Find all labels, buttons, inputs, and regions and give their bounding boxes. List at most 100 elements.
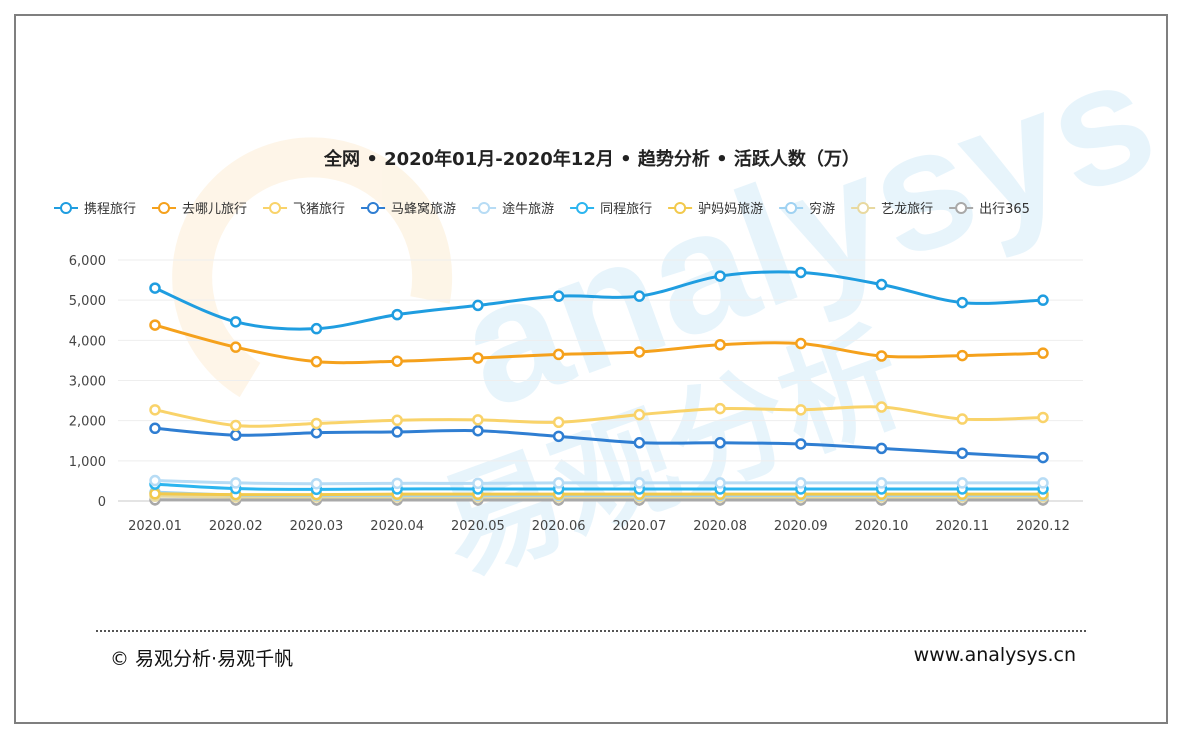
data-point[interactable] [229, 419, 242, 432]
data-point[interactable] [875, 278, 888, 291]
data-point[interactable] [795, 477, 807, 489]
series-马蜂窝旅游 [149, 422, 1049, 464]
data-point[interactable] [472, 414, 484, 426]
data-point[interactable] [875, 350, 888, 362]
data-point[interactable] [956, 296, 969, 309]
data-point[interactable] [552, 416, 565, 429]
legend-marker [367, 202, 380, 214]
data-point[interactable] [472, 352, 484, 364]
data-point[interactable] [714, 270, 726, 282]
data-point[interactable] [875, 442, 888, 455]
x-tick-label: 2020.01 [128, 519, 182, 534]
data-point[interactable] [956, 477, 969, 489]
data-point[interactable] [229, 477, 242, 489]
legend-marker [785, 202, 798, 214]
data-point[interactable] [714, 437, 726, 449]
website-link[interactable]: www.analysys.cn [913, 644, 1076, 666]
data-point[interactable] [552, 477, 565, 489]
data-point[interactable] [714, 339, 726, 351]
x-tick-label: 2020.10 [855, 519, 909, 534]
legend-item[interactable]: 途牛旅游 [472, 201, 554, 217]
chart-title: 全网 • 2020年01月-2020年12月 • 趋势分析 • 活跃人数（万） [323, 148, 860, 170]
data-point[interactable] [149, 404, 161, 416]
series-line [154, 323, 1044, 365]
legend-label: 出行365 [979, 202, 1030, 217]
legend-item[interactable]: 驴妈妈旅游 [668, 201, 763, 217]
data-point[interactable] [149, 422, 161, 435]
x-tick-label: 2020.04 [370, 519, 424, 534]
legend-marker [60, 202, 72, 214]
data-point[interactable] [1037, 294, 1049, 306]
series-携程旅行 [149, 266, 1049, 335]
data-point[interactable] [633, 408, 646, 421]
data-point[interactable] [956, 349, 969, 362]
legend-item[interactable]: 飞猪旅行 [263, 202, 345, 217]
data-point[interactable] [310, 355, 323, 368]
data-point[interactable] [875, 401, 888, 413]
data-point[interactable] [391, 308, 403, 321]
series-飞猪旅行 [149, 401, 1049, 432]
series-line [154, 270, 1044, 331]
legend-item[interactable]: 出行365 [949, 202, 1030, 217]
legend-marker [955, 202, 968, 214]
data-point[interactable] [552, 290, 565, 302]
data-point[interactable] [229, 429, 242, 441]
data-point[interactable] [633, 346, 646, 358]
legend-item[interactable]: 去哪儿旅行 [152, 202, 247, 217]
data-point[interactable] [1037, 411, 1049, 424]
legend-label: 马蜂窝旅游 [391, 201, 456, 217]
data-point[interactable] [149, 319, 161, 331]
legend-label: 途牛旅游 [502, 201, 554, 217]
legend-item[interactable]: 穷游 [779, 201, 835, 217]
data-point[interactable] [633, 477, 646, 489]
series-驴妈妈旅游 [149, 488, 1049, 501]
legend-marker [674, 202, 687, 214]
data-point[interactable] [956, 413, 969, 425]
data-point[interactable] [714, 477, 726, 489]
data-point[interactable] [956, 447, 969, 459]
data-point[interactable] [633, 290, 646, 302]
data-point[interactable] [1037, 347, 1049, 359]
legend-item[interactable]: 艺龙旅行 [851, 202, 933, 217]
legend-item[interactable]: 携程旅行 [54, 201, 136, 217]
data-point[interactable] [149, 282, 161, 294]
data-point[interactable] [391, 414, 403, 427]
data-point[interactable] [795, 266, 807, 279]
data-point[interactable] [633, 437, 646, 449]
data-point[interactable] [795, 337, 807, 350]
data-point[interactable] [229, 341, 242, 353]
data-point[interactable] [391, 426, 403, 438]
data-point[interactable] [1037, 477, 1049, 489]
data-point[interactable] [149, 474, 161, 487]
data-point[interactable] [229, 316, 242, 328]
data-point[interactable] [552, 430, 565, 443]
legend-marker [857, 202, 870, 214]
legend-item[interactable]: 马蜂窝旅游 [361, 201, 456, 217]
data-point[interactable] [310, 417, 323, 430]
data-point[interactable] [714, 402, 726, 415]
data-point[interactable] [552, 348, 565, 361]
data-point[interactable] [310, 426, 323, 439]
series-line [154, 426, 1044, 460]
x-tick-label: 2020.07 [612, 519, 666, 534]
data-point[interactable] [1037, 451, 1049, 464]
data-point[interactable] [795, 404, 807, 416]
data-point[interactable] [875, 477, 888, 489]
series-line [154, 492, 1043, 497]
data-point[interactable] [310, 322, 323, 335]
x-tick-label: 2020.09 [774, 519, 828, 534]
data-point[interactable] [391, 355, 403, 367]
data-point[interactable] [795, 438, 807, 450]
data-point[interactable] [472, 477, 484, 490]
data-point[interactable] [149, 488, 161, 500]
x-tick-label: 2020.11 [935, 519, 989, 534]
x-tick-label: 2020.05 [451, 519, 505, 534]
legend-item[interactable]: 同程旅行 [570, 202, 652, 217]
data-point[interactable] [310, 477, 323, 490]
data-point[interactable] [472, 299, 484, 312]
data-point[interactable] [391, 477, 403, 490]
y-tick-label: 0 [98, 495, 106, 510]
series-group [149, 266, 1049, 506]
data-point[interactable] [472, 424, 484, 437]
